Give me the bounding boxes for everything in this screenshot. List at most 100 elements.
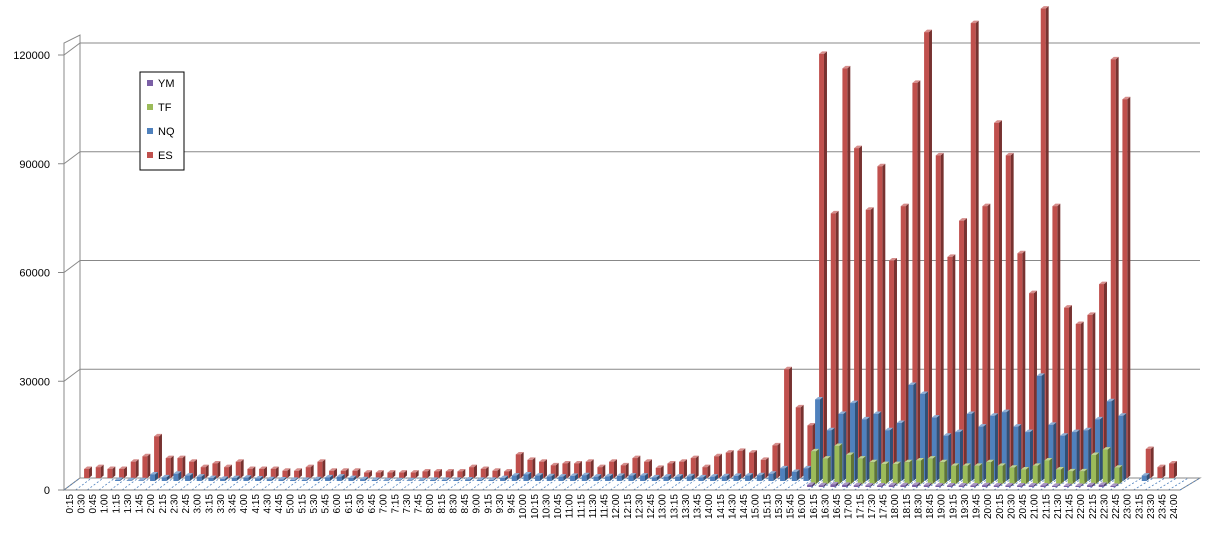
bar-front (107, 468, 113, 478)
bar-front (912, 82, 918, 478)
bar-front (959, 220, 964, 478)
bar-top (305, 464, 314, 468)
bar-front (173, 473, 179, 481)
bar-front (803, 468, 809, 481)
bar-side (259, 475, 263, 481)
bar-side (928, 29, 932, 478)
bar-top (1040, 483, 1049, 486)
bar-front (1060, 435, 1065, 481)
bar-top (546, 473, 555, 477)
bar-nq (301, 477, 310, 481)
bar-front (745, 475, 750, 481)
bar-es (130, 459, 139, 478)
bar-side (819, 396, 823, 481)
bar-tf (951, 463, 959, 484)
bar-side (644, 473, 648, 481)
bar-side (341, 474, 345, 481)
bar-top (784, 366, 792, 370)
bar-front (904, 462, 910, 484)
bar-es (364, 470, 372, 478)
bar-side (532, 457, 536, 478)
bar-front (947, 256, 953, 478)
bar-es (994, 120, 1002, 478)
floor-tick-line (75, 477, 92, 491)
x-tick-label: 6:00 (332, 494, 343, 514)
bar-top (819, 51, 827, 54)
bar-ym (912, 482, 920, 487)
bar-front (119, 468, 124, 478)
bar-front (846, 455, 851, 484)
x-tick-label: 5:30 (309, 494, 320, 514)
bar-nq (1036, 373, 1045, 481)
bar-top (410, 470, 419, 473)
bar-front (231, 478, 237, 481)
bar-side (726, 473, 730, 481)
bar-front (1044, 460, 1050, 484)
bar-top (126, 477, 135, 481)
bar-side (672, 461, 676, 478)
x-tick-label: 13:30 (681, 494, 692, 519)
bar-nq (1001, 409, 1010, 481)
bar-es (1099, 281, 1107, 478)
bar-front (1067, 471, 1073, 484)
bar-front (259, 468, 264, 478)
bar-es (819, 51, 827, 478)
bar-top (834, 443, 843, 446)
bar-front (807, 484, 812, 487)
x-tick-label: 21:00 (1030, 494, 1041, 519)
bar-side (1006, 409, 1010, 481)
bar-top (1099, 281, 1107, 285)
floor-tick-line (412, 477, 431, 491)
bar-nq (1013, 424, 1022, 481)
bar-top (791, 469, 800, 472)
bar-side (154, 471, 158, 481)
bar-top (686, 473, 695, 477)
bar-top (383, 477, 392, 481)
bar-ym (1110, 483, 1119, 487)
bar-es (959, 218, 967, 478)
bar-top (850, 400, 858, 404)
bar-es (247, 466, 256, 478)
bar-side (1150, 446, 1154, 478)
x-tick-label: 6:45 (367, 494, 378, 514)
bar-side (1146, 473, 1150, 481)
bar-top (1122, 96, 1131, 100)
bar-side (679, 474, 683, 481)
x-tick-label: 0:45 (88, 494, 99, 514)
bar-front (480, 468, 486, 478)
bar-top (278, 477, 287, 480)
x-tick-label: 12:30 (634, 494, 645, 519)
bar-nq (686, 473, 695, 481)
bar-front (795, 407, 801, 478)
bar-nq (593, 474, 602, 481)
bar-nq (628, 473, 637, 481)
bar-top (865, 483, 874, 486)
bar-ym (993, 483, 1002, 487)
bar-nq (675, 474, 683, 481)
bar-nq (406, 477, 415, 481)
bar-ym (807, 482, 815, 487)
bar-top (620, 462, 629, 466)
bar-nq (488, 477, 497, 481)
floor-tick-line (273, 477, 291, 491)
legend: YM TF NQ ES (139, 71, 185, 171)
bar-top (430, 477, 438, 480)
bar-top (826, 427, 835, 431)
x-tick-label: 10:30 (541, 494, 552, 519)
floor-tick-line (552, 477, 571, 491)
bar-top (830, 210, 839, 214)
bar-nq (768, 471, 777, 481)
x-tick-label: 11:45 (600, 494, 611, 519)
bar-es (1052, 203, 1061, 478)
bar-side (1076, 429, 1080, 481)
bar-top (1169, 461, 1177, 464)
bar-front (885, 430, 890, 481)
bar-es (609, 459, 617, 478)
bar-front (142, 456, 148, 478)
bar-front (360, 479, 365, 481)
bar-es (375, 470, 384, 478)
bar-side (765, 457, 769, 478)
bar-front (130, 461, 136, 478)
bar-top (947, 254, 956, 257)
bar-top (535, 473, 543, 476)
